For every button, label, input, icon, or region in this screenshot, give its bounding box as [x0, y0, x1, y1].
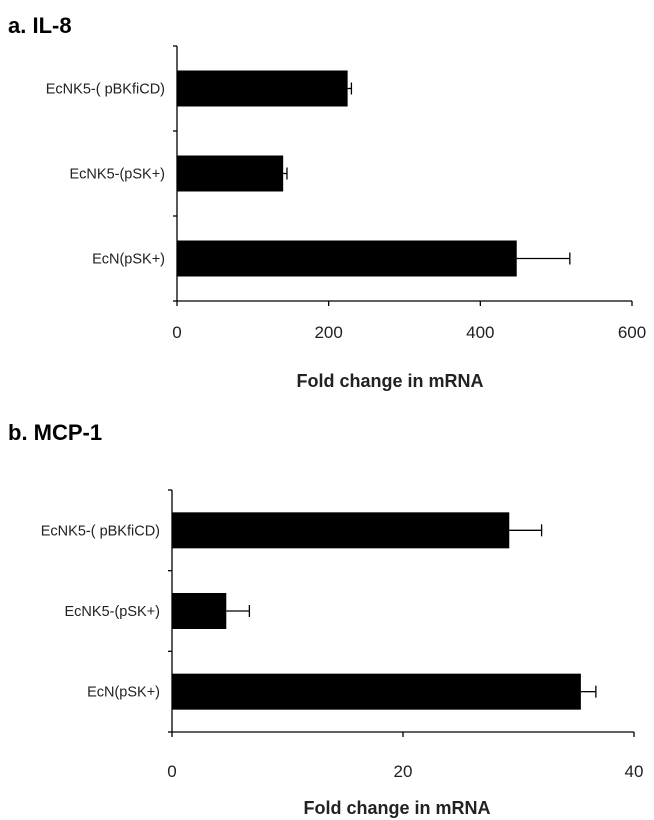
x-tick-label: 20: [394, 762, 413, 781]
x-tick-label: 0: [167, 762, 176, 781]
category-label: EcNK5-(pSK+): [65, 604, 161, 620]
x-axis-title: Fold change in mRNA: [296, 371, 483, 391]
category-label: EcNK5-(pSK+): [70, 167, 166, 183]
bar: [172, 673, 581, 710]
bar: [172, 512, 510, 549]
x-tick-label: 200: [314, 323, 342, 342]
chart-panel-il8: a. IL-8 Fold change in mRNA 0 200 400 600 Ec…: [8, 13, 646, 391]
bar: [172, 593, 227, 629]
x-tick-label: 40: [625, 762, 644, 781]
bar: [177, 70, 348, 107]
chart-panel-mcp1: b. MCP-1 Fold change in mRNA 0 20 40 EcNK5-…: [8, 420, 643, 818]
x-tick-label: 400: [466, 323, 494, 342]
x-tick-label: 600: [618, 323, 646, 342]
category-label: EcN(pSK+): [87, 685, 160, 701]
panel-title: a. IL-8: [8, 13, 72, 38]
category-label: EcNK5-( pBKfiCD): [41, 523, 160, 539]
category-label: EcNK5-( pBKfiCD): [46, 82, 165, 98]
x-tick-label: 0: [172, 323, 181, 342]
bar: [177, 240, 517, 277]
panel-title: b. MCP-1: [8, 420, 102, 445]
bar: [177, 155, 284, 192]
category-label: EcN(pSK+): [92, 252, 165, 268]
x-axis-title: Fold change in mRNA: [303, 798, 490, 818]
